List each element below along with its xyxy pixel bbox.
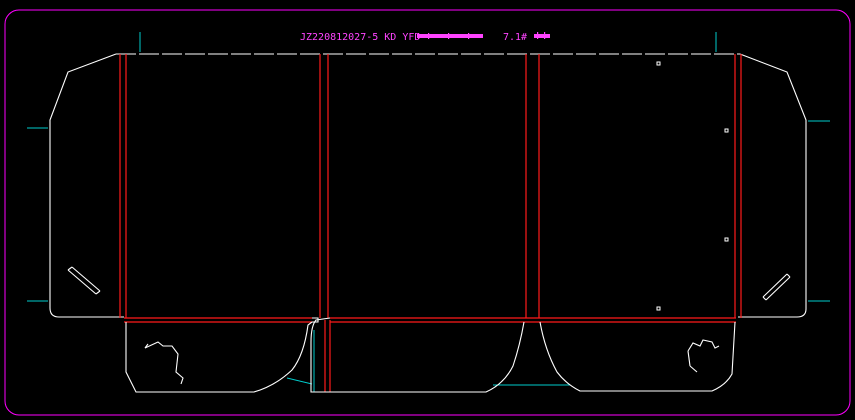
- right-slot-b: [765, 276, 791, 301]
- punch-holes: [656, 61, 729, 311]
- bottom-left-curl: [144, 341, 184, 385]
- drawing-title-tail: 7.1#: [503, 32, 527, 43]
- bottom-right-flap-cut: [539, 321, 736, 392]
- left-flap-cut: [49, 53, 124, 318]
- title-seal-mark: [534, 32, 550, 39]
- bottom-center-flap-cut: [310, 317, 525, 393]
- left-slot-b: [71, 266, 101, 292]
- bottom-fold-lines: [124, 317, 736, 323]
- right-flap-cut: [738, 53, 807, 318]
- drawing-frame: [4, 9, 851, 416]
- guide-marks: [27, 32, 830, 392]
- bottom-right-curl: [687, 339, 720, 352]
- title-cjk-block: [417, 33, 483, 39]
- left-slot-a: [67, 269, 97, 295]
- right-slot-a: [762, 273, 788, 298]
- vertical-fold-lines: [119, 54, 742, 392]
- drawing-title: JZ220812027-5 KD YFD-: [300, 32, 426, 43]
- bottom-left-flap-cut: [125, 321, 313, 393]
